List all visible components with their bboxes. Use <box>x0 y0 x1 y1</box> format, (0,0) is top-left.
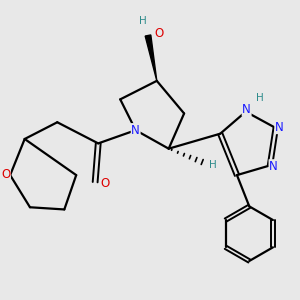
Text: N: N <box>269 160 278 173</box>
Text: O: O <box>100 176 110 190</box>
Text: N: N <box>131 124 140 137</box>
Text: H: H <box>209 160 217 170</box>
Polygon shape <box>145 35 157 81</box>
Text: N: N <box>242 103 251 116</box>
Text: N: N <box>275 121 284 134</box>
Text: H: H <box>256 94 264 103</box>
Text: O: O <box>1 168 10 181</box>
Text: O: O <box>154 27 164 40</box>
Text: H: H <box>139 16 147 26</box>
